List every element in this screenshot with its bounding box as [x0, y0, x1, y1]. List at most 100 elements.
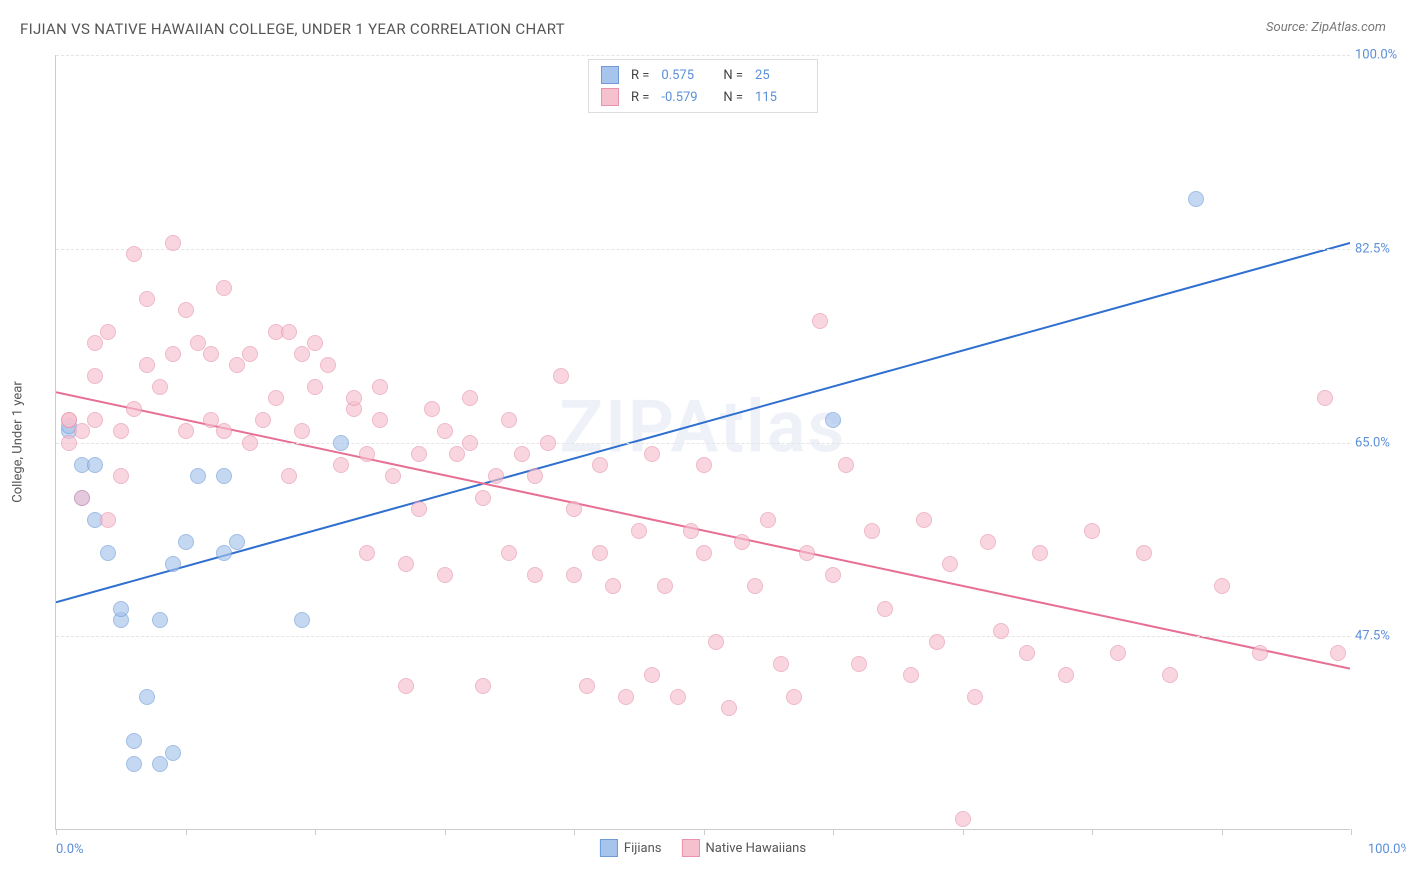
scatter-point [1019, 645, 1035, 661]
scatter-point [683, 523, 699, 539]
scatter-point [87, 412, 103, 428]
scatter-point [294, 612, 310, 628]
scatter-point [1330, 645, 1346, 661]
scatter-point [424, 401, 440, 417]
scatter-point [113, 468, 129, 484]
scatter-point [734, 534, 750, 550]
scatter-point [87, 457, 103, 473]
legend-swatch [682, 839, 700, 857]
scatter-point [190, 468, 206, 484]
scatter-point [786, 689, 802, 705]
scatter-point [359, 446, 375, 462]
scatter-point [462, 435, 478, 451]
scatter-point [307, 379, 323, 395]
scatter-point [993, 623, 1009, 639]
scatter-point [708, 634, 724, 650]
scatter-point [398, 678, 414, 694]
scatter-point [462, 390, 478, 406]
scatter-point [929, 634, 945, 650]
scatter-point [203, 346, 219, 362]
scatter-point [553, 368, 569, 384]
x-axis-max-label: 100.0% [1368, 842, 1406, 857]
y-axis-title: College, Under 1 year [11, 381, 26, 503]
scatter-point [1188, 191, 1204, 207]
scatter-point [152, 612, 168, 628]
chart-title: FIJIAN VS NATIVE HAWAIIAN COLLEGE, UNDER… [20, 20, 565, 38]
scatter-point [514, 446, 530, 462]
gridline [56, 55, 1350, 56]
scatter-point [87, 368, 103, 384]
legend-r-value: -0.579 [661, 90, 711, 105]
scatter-point [838, 457, 854, 473]
y-tick-label: 47.5% [1355, 629, 1406, 644]
scatter-point [165, 346, 181, 362]
x-tick [186, 829, 187, 835]
scatter-point [126, 246, 142, 262]
scatter-point [333, 435, 349, 451]
scatter-point [242, 346, 258, 362]
y-tick-label: 65.0% [1355, 435, 1406, 450]
scatter-point [100, 324, 116, 340]
scatter-point [592, 545, 608, 561]
legend-series-label: Native Hawaiians [706, 841, 807, 856]
scatter-point [229, 534, 245, 550]
x-tick [315, 829, 316, 835]
scatter-point [255, 412, 271, 428]
scatter-point [152, 379, 168, 395]
scatter-point [644, 667, 660, 683]
scatter-point [618, 689, 634, 705]
legend-n-label: N = [723, 90, 743, 105]
y-tick-label: 100.0% [1355, 48, 1406, 63]
x-tick [1222, 829, 1223, 835]
scatter-point [307, 335, 323, 351]
scatter-point [165, 235, 181, 251]
chart-plot-area: ZIPAtlas College, Under 1 year R =0.575N… [55, 55, 1350, 830]
scatter-point [773, 656, 789, 672]
x-axis-min-label: 0.0% [56, 842, 84, 857]
legend-swatch [601, 66, 619, 84]
scatter-point [74, 423, 90, 439]
legend-top-row: R =0.575N =25 [597, 64, 809, 86]
x-tick [56, 829, 57, 835]
scatter-point [696, 545, 712, 561]
chart-header: FIJIAN VS NATIVE HAWAIIAN COLLEGE, UNDER… [0, 0, 1406, 46]
scatter-point [760, 512, 776, 528]
y-tick-label: 82.5% [1355, 241, 1406, 256]
scatter-point [942, 556, 958, 572]
scatter-point [139, 291, 155, 307]
scatter-point [320, 357, 336, 373]
scatter-point [566, 501, 582, 517]
legend-bottom: Fijians Native Hawaiians [600, 839, 806, 857]
scatter-point [437, 567, 453, 583]
scatter-point [229, 357, 245, 373]
scatter-point [980, 534, 996, 550]
scatter-point [178, 534, 194, 550]
scatter-point [126, 401, 142, 417]
scatter-point [294, 423, 310, 439]
scatter-point [398, 556, 414, 572]
scatter-point [113, 423, 129, 439]
scatter-point [825, 412, 841, 428]
scatter-point [346, 390, 362, 406]
scatter-point [657, 578, 673, 594]
scatter-point [1032, 545, 1048, 561]
scatter-point [294, 346, 310, 362]
scatter-point [670, 689, 686, 705]
scatter-point [579, 678, 595, 694]
scatter-point [126, 756, 142, 772]
x-tick [1351, 829, 1352, 835]
scatter-point [372, 412, 388, 428]
scatter-point [139, 689, 155, 705]
legend-bottom-item: Fijians [600, 839, 662, 857]
scatter-point [488, 468, 504, 484]
scatter-point [916, 512, 932, 528]
scatter-point [1136, 545, 1152, 561]
scatter-point [501, 412, 517, 428]
scatter-point [566, 567, 582, 583]
scatter-point [242, 435, 258, 451]
legend-top-row: R =-0.579N =115 [597, 86, 809, 108]
legend-n-value: 115 [755, 90, 805, 105]
scatter-point [955, 811, 971, 827]
scatter-point [113, 601, 129, 617]
legend-n-value: 25 [755, 68, 805, 83]
